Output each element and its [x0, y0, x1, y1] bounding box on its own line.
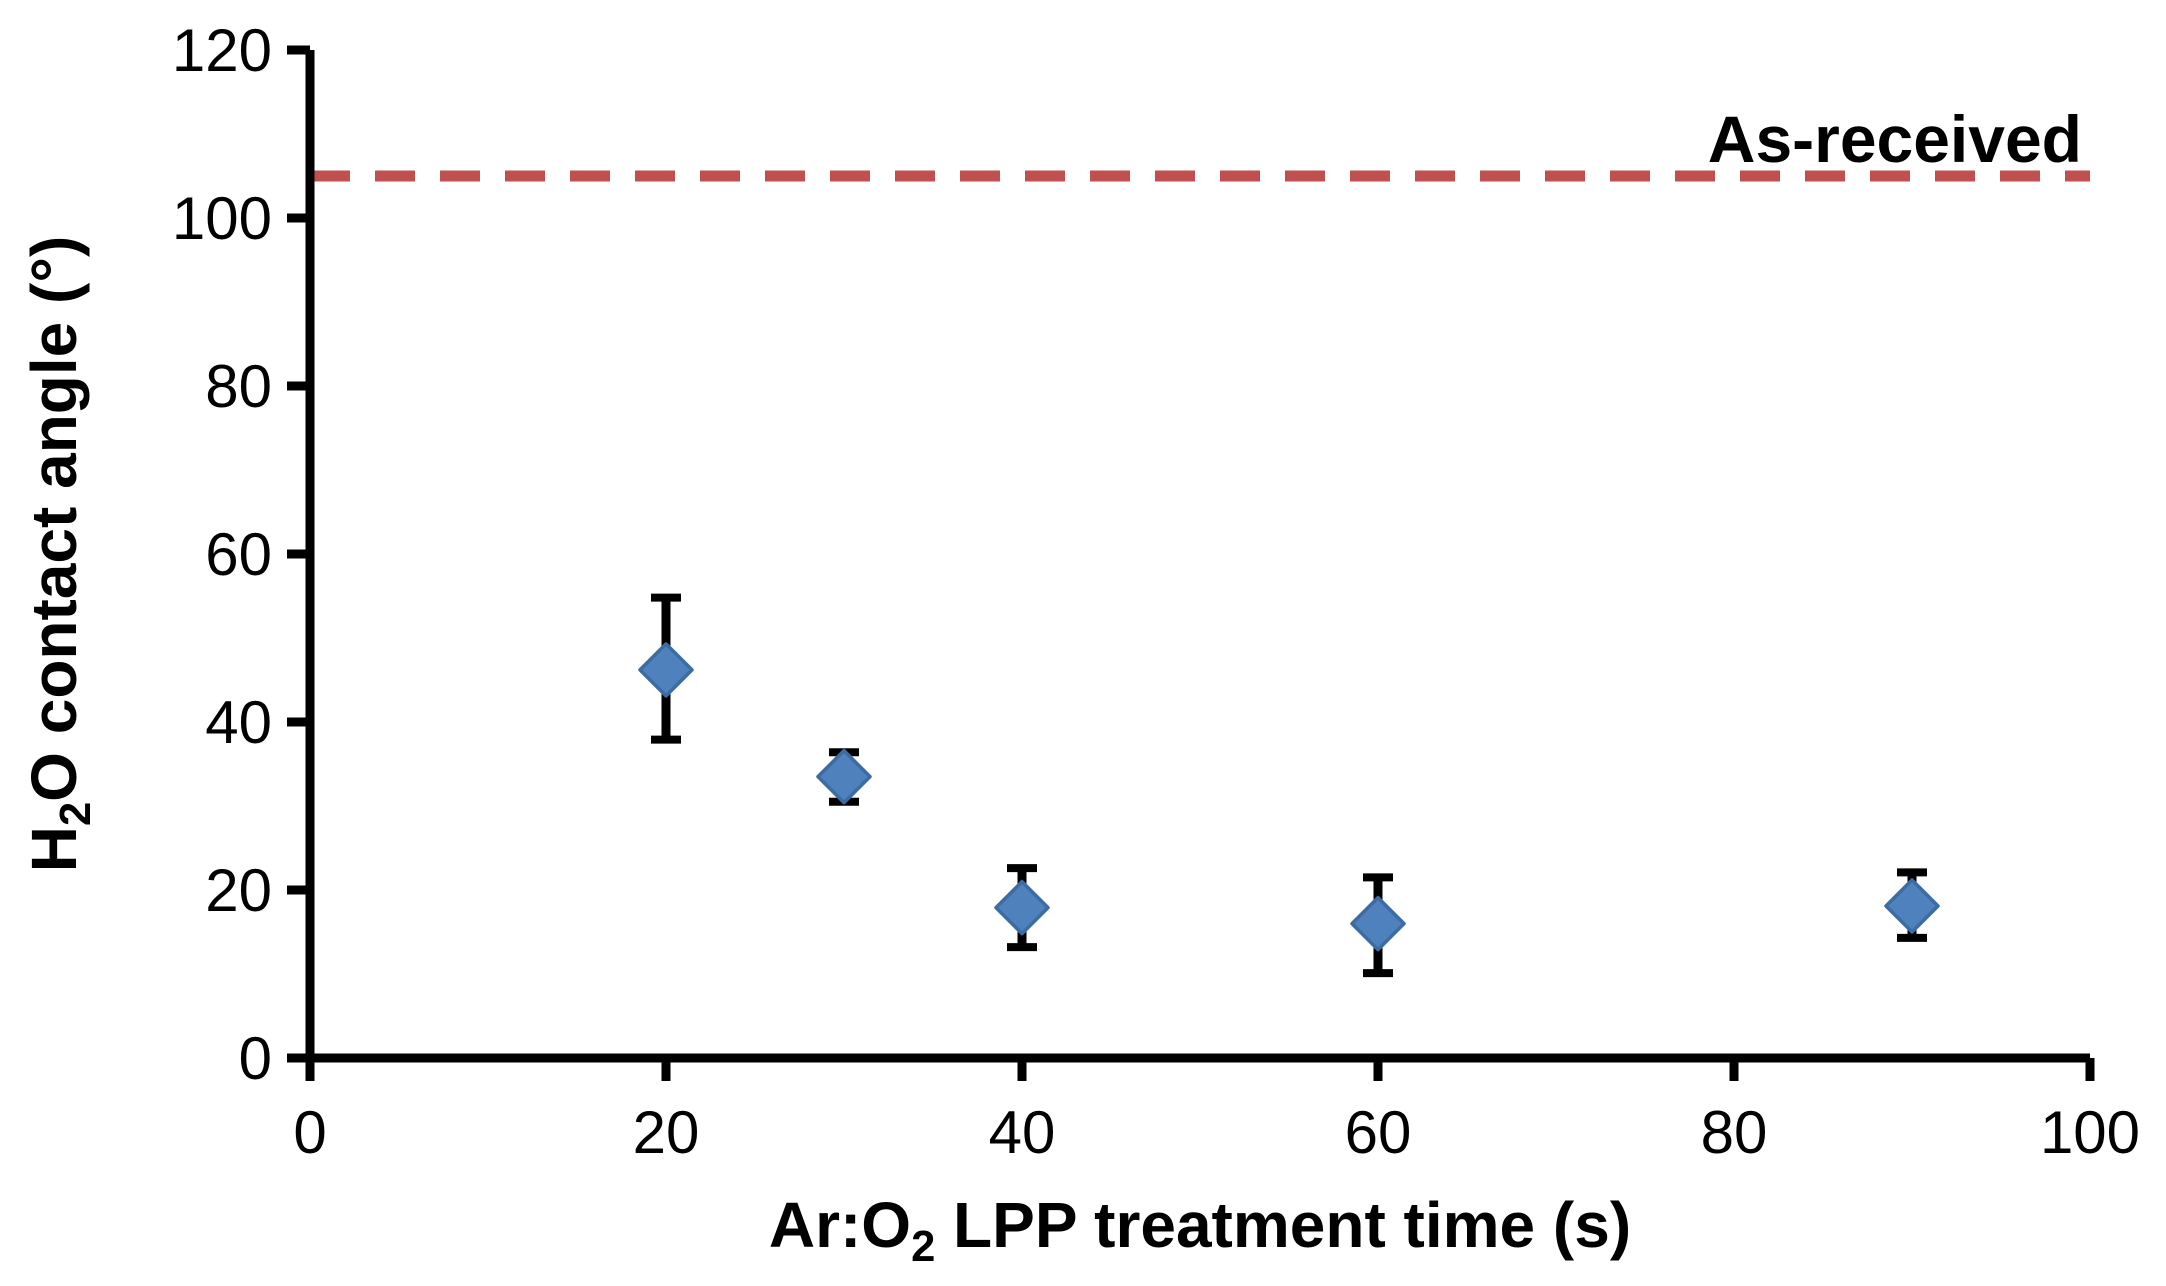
y-axis-title: H2O contact angle (°): [18, 236, 100, 873]
y-tick-label: 0: [239, 1025, 272, 1092]
x-tick-label: 40: [989, 1099, 1056, 1166]
data-point-marker: [1884, 878, 1940, 934]
y-tick-label: 80: [205, 353, 272, 420]
x-tick-label: 0: [293, 1099, 326, 1166]
x-tick-label: 60: [1345, 1099, 1412, 1166]
data-point-marker: [638, 642, 694, 698]
y-tick-label: 100: [172, 185, 272, 252]
y-tick-label: 40: [205, 689, 272, 756]
y-tick-label: 60: [205, 521, 272, 588]
y-tick-label: 20: [205, 857, 272, 924]
data-point-marker: [1350, 895, 1406, 952]
x-tick-label: 100: [2040, 1099, 2140, 1166]
x-tick-label: 80: [1701, 1099, 1768, 1166]
y-tick-label: 120: [172, 17, 272, 84]
x-tick-label: 20: [633, 1099, 700, 1166]
data-point-marker: [816, 748, 872, 805]
x-axis-title: Ar:O2 LPP treatment time (s): [769, 1189, 1631, 1271]
data-point-marker: [994, 879, 1050, 936]
reference-line-label: As-received: [1708, 102, 2082, 176]
